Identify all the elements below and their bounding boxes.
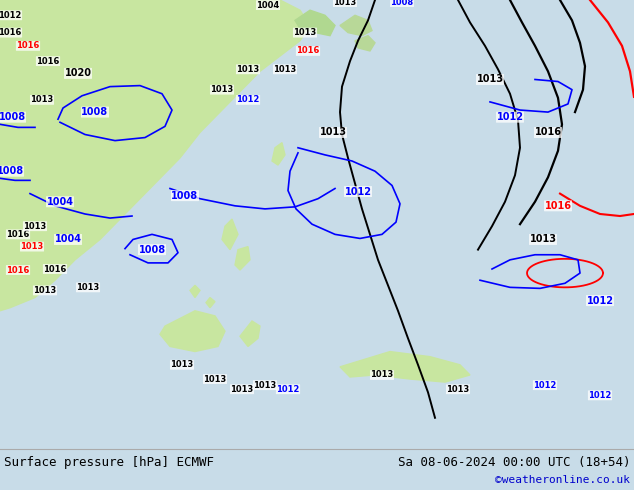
Polygon shape [206, 297, 215, 308]
Text: 1013: 1013 [236, 65, 260, 74]
Text: 1013: 1013 [76, 283, 100, 292]
Text: 1016: 1016 [43, 265, 67, 273]
Text: 1013: 1013 [529, 234, 557, 245]
Text: 1020: 1020 [65, 69, 91, 78]
Polygon shape [340, 351, 470, 382]
Polygon shape [355, 36, 375, 51]
Text: 1013: 1013 [23, 221, 47, 231]
Text: 1013: 1013 [230, 385, 254, 394]
Text: 1013: 1013 [320, 127, 347, 138]
Text: 1008: 1008 [81, 107, 108, 117]
Text: 1004: 1004 [256, 0, 280, 10]
Text: 1016: 1016 [36, 57, 60, 66]
Text: 1013: 1013 [446, 385, 470, 394]
Text: 1013: 1013 [204, 374, 226, 384]
Text: Surface pressure [hPa] ECMWF: Surface pressure [hPa] ECMWF [4, 456, 214, 469]
Text: 1016: 1016 [16, 41, 40, 50]
Text: 1013: 1013 [210, 85, 233, 94]
Text: 1008: 1008 [391, 0, 413, 6]
Polygon shape [340, 15, 372, 36]
Polygon shape [240, 321, 260, 346]
Text: Sa 08-06-2024 00:00 UTC (18+54): Sa 08-06-2024 00:00 UTC (18+54) [398, 456, 630, 469]
Polygon shape [235, 246, 250, 270]
Text: 1012: 1012 [588, 391, 612, 400]
Text: 1016: 1016 [6, 230, 30, 239]
Polygon shape [190, 285, 200, 297]
Text: 1013: 1013 [34, 286, 56, 295]
Text: 1008: 1008 [138, 245, 165, 255]
Text: 1012: 1012 [276, 385, 300, 394]
Text: 1013: 1013 [370, 370, 394, 379]
Polygon shape [295, 10, 335, 36]
Text: 1016: 1016 [534, 127, 562, 138]
Text: 1012: 1012 [533, 381, 557, 390]
Text: 1013: 1013 [171, 360, 193, 369]
Text: 1013: 1013 [333, 0, 356, 6]
Text: 1013: 1013 [294, 28, 316, 37]
Text: 1012: 1012 [586, 295, 614, 306]
Text: 1004: 1004 [46, 197, 74, 207]
Text: 1012: 1012 [236, 96, 260, 104]
Text: 1012: 1012 [0, 11, 22, 20]
Polygon shape [272, 143, 285, 165]
Polygon shape [222, 219, 238, 249]
Text: 1012: 1012 [496, 112, 524, 122]
Polygon shape [0, 0, 310, 311]
Text: ©weatheronline.co.uk: ©weatheronline.co.uk [495, 475, 630, 485]
Text: 1013: 1013 [254, 381, 276, 390]
Text: 1016: 1016 [545, 201, 571, 211]
Polygon shape [160, 311, 225, 351]
Text: 1004: 1004 [55, 234, 82, 245]
Text: 1013: 1013 [30, 96, 54, 104]
Text: 1008: 1008 [171, 191, 198, 200]
Text: 1013: 1013 [477, 74, 503, 84]
Text: 1013: 1013 [273, 65, 297, 74]
Text: 1008: 1008 [0, 166, 23, 176]
Text: 1016: 1016 [0, 28, 22, 37]
Text: 1016: 1016 [296, 47, 320, 55]
Text: 1008: 1008 [0, 112, 25, 122]
Text: 1016: 1016 [6, 266, 30, 274]
Text: 1013: 1013 [20, 242, 44, 251]
Text: 1012: 1012 [344, 187, 372, 196]
